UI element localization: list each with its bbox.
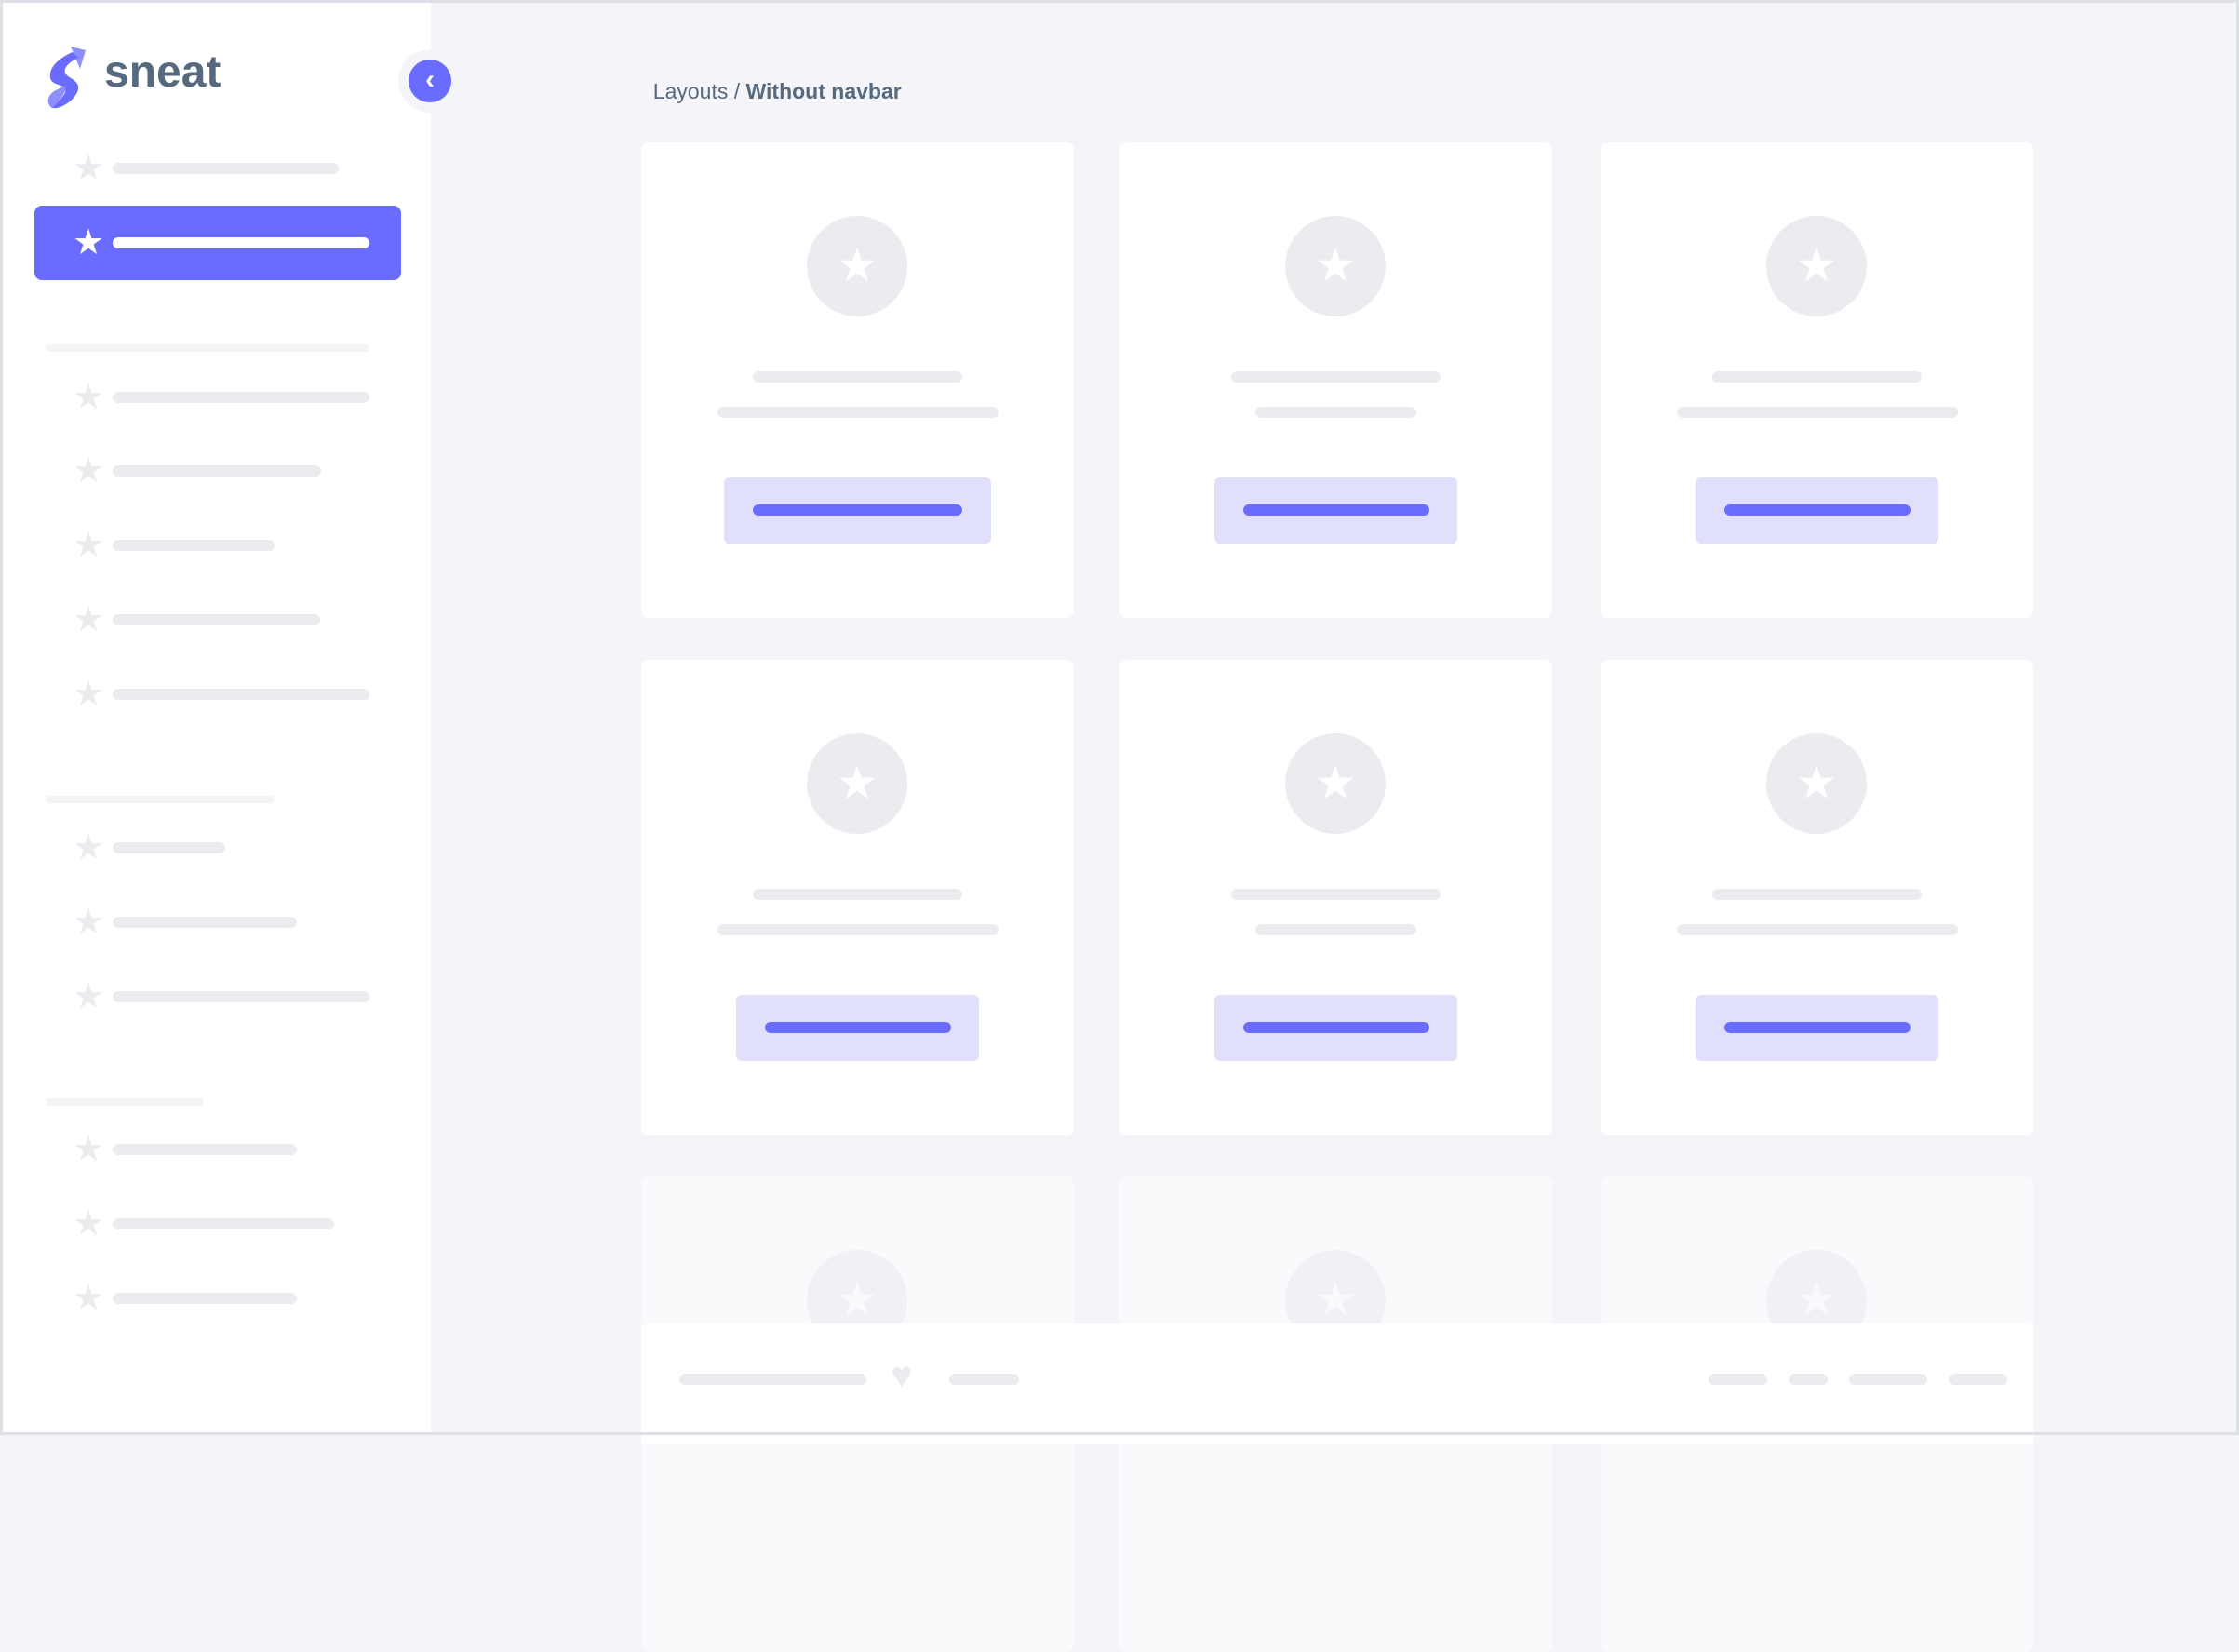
breadcrumb-parent[interactable]: Layouts <box>652 79 729 103</box>
sidebar-item[interactable]: ★ <box>34 960 401 1034</box>
card-button-label-placeholder <box>1723 504 1911 516</box>
star-icon: ★ <box>1766 216 1867 316</box>
footer-text-placeholder <box>949 1374 1019 1385</box>
star-icon: ★ <box>807 733 907 834</box>
sidebar-item[interactable]: ★ <box>34 360 401 435</box>
card: ★ <box>1601 142 2033 618</box>
star-icon: ★ <box>1766 733 1867 834</box>
card-button-label-placeholder <box>1242 1022 1429 1033</box>
footer: ♥ <box>641 1323 2033 1444</box>
sidebar-item[interactable]: ★ <box>34 583 401 657</box>
card: ★ <box>1120 142 1552 618</box>
sidebar-item-label-placeholder <box>113 392 369 403</box>
star-icon: ★ <box>72 378 105 417</box>
card-title-placeholder <box>753 371 962 383</box>
sidebar-item[interactable]: ★ <box>34 434 401 508</box>
sidebar-item[interactable]: ★ <box>34 1112 401 1187</box>
sidebar-item-label-placeholder <box>113 465 321 477</box>
star-icon: ★ <box>72 149 105 188</box>
sidebar: sneat ★ ★ ★ ★ ★ ★ ★ ★ ★ ★ ★ ★ ★ <box>0 0 431 1435</box>
card-title-placeholder <box>1231 889 1441 900</box>
card-text-placeholder <box>1255 924 1416 935</box>
star-icon: ★ <box>72 1204 105 1243</box>
star-icon: ★ <box>72 828 105 867</box>
card-button-label-placeholder <box>753 504 962 516</box>
sidebar-item-label-placeholder <box>113 540 275 551</box>
breadcrumb-separator: / <box>728 79 746 103</box>
star-icon: ★ <box>72 451 105 490</box>
star-icon: ★ <box>72 903 105 942</box>
star-icon: ★ <box>1285 733 1386 834</box>
sidebar-item[interactable]: ★ <box>34 1187 401 1261</box>
card-text-placeholder <box>1676 407 1958 418</box>
card-button[interactable] <box>724 477 991 544</box>
star-icon: ★ <box>72 223 105 262</box>
sidebar-item[interactable]: ★ <box>34 508 401 583</box>
chevron-left-icon: ‹ <box>409 60 451 102</box>
sidebar-item-label-placeholder <box>113 614 320 625</box>
sidebar-item-label-placeholder <box>113 1144 297 1155</box>
sidebar-item[interactable]: ★ <box>34 1261 401 1336</box>
star-icon: ★ <box>72 600 105 639</box>
card-text-placeholder <box>717 924 999 935</box>
sidebar-section-header-placeholder <box>46 1098 203 1106</box>
heart-icon: ♥ <box>891 1355 913 1396</box>
card-button-label-placeholder <box>1723 1022 1911 1033</box>
sidebar-section-header-placeholder <box>46 344 369 352</box>
footer-link-placeholder[interactable] <box>1789 1374 1828 1385</box>
sidebar-item[interactable]: ★ <box>34 811 401 885</box>
card-button[interactable] <box>1214 477 1457 544</box>
sidebar-section-header-placeholder <box>46 796 275 803</box>
breadcrumb-current: Without navbar <box>745 79 902 103</box>
card-title-placeholder <box>1712 889 1922 900</box>
footer-text-placeholder <box>679 1374 866 1385</box>
sidebar-item[interactable]: ★ <box>34 885 401 960</box>
star-icon: ★ <box>72 1279 105 1318</box>
card-text-placeholder <box>717 407 999 418</box>
card: ★ <box>1601 660 2033 1135</box>
sidebar-item-label-placeholder <box>113 1218 334 1229</box>
card-button-label-placeholder <box>764 1022 951 1033</box>
sidebar-item-label-placeholder <box>113 917 297 928</box>
sidebar-item-label-placeholder <box>113 237 369 248</box>
card-button[interactable] <box>736 995 979 1061</box>
card-text-placeholder <box>1255 407 1416 418</box>
sidebar-item[interactable]: ★ <box>34 657 401 732</box>
card-button-label-placeholder <box>1242 504 1429 516</box>
card-button[interactable] <box>1214 995 1457 1061</box>
card-title-placeholder <box>1712 371 1922 383</box>
brand-logo[interactable]: sneat <box>41 43 246 112</box>
footer-link-placeholder[interactable] <box>1709 1374 1767 1385</box>
card: ★ <box>1120 660 1552 1135</box>
card: ★ <box>641 142 1074 618</box>
star-icon: ★ <box>72 675 105 714</box>
card-button[interactable] <box>1696 995 1938 1061</box>
sidebar-item-label-placeholder <box>113 991 369 1002</box>
sneat-logo-icon <box>47 47 86 109</box>
card-title-placeholder <box>1231 371 1441 383</box>
star-icon: ★ <box>807 216 907 316</box>
sidebar-toggle[interactable]: ‹ <box>398 49 462 113</box>
sidebar-item-active[interactable]: ★ <box>34 206 401 280</box>
footer-link-placeholder[interactable] <box>1849 1374 1927 1385</box>
star-icon: ★ <box>72 526 105 565</box>
sidebar-item[interactable]: ★ <box>34 131 401 206</box>
card-title-placeholder <box>753 889 962 900</box>
card-button[interactable] <box>1696 477 1938 544</box>
sidebar-item-label-placeholder <box>113 689 369 700</box>
card: ★ <box>641 660 1074 1135</box>
star-icon: ★ <box>72 1130 105 1169</box>
brand-name: sneat <box>104 47 221 97</box>
sidebar-item-label-placeholder <box>113 842 225 853</box>
star-icon: ★ <box>1285 216 1386 316</box>
breadcrumb: Layouts / Without navbar <box>641 54 902 104</box>
star-icon: ★ <box>72 977 105 1016</box>
footer-link-placeholder[interactable] <box>1949 1374 2007 1385</box>
sidebar-item-label-placeholder <box>113 1293 297 1304</box>
sidebar-item-label-placeholder <box>113 163 339 174</box>
card-text-placeholder <box>1676 924 1958 935</box>
